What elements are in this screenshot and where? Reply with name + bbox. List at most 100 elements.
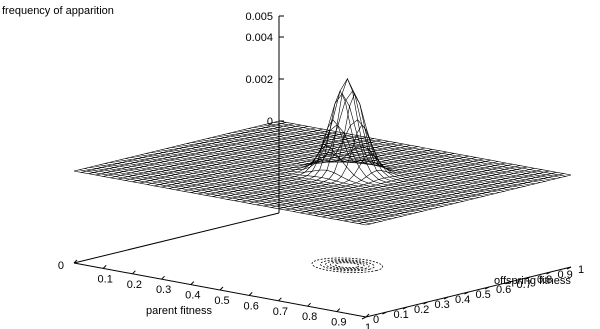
- x-axis-title: parent fitness: [146, 305, 213, 317]
- mesh-line-y: [176, 124, 469, 201]
- mesh-line-y: [191, 90, 484, 197]
- y-tick-label: 0.5: [476, 289, 491, 301]
- x-tick-mark: [102, 265, 107, 269]
- surface-mesh: [73, 77, 572, 226]
- z-tick-label: 0: [267, 116, 273, 128]
- x-tick-label: 0: [58, 260, 64, 272]
- mesh-line-y: [150, 152, 443, 207]
- y-tick-mark: [402, 306, 408, 310]
- x-tick-mark: [365, 313, 370, 318]
- mesh-line-y: [196, 119, 490, 196]
- mesh-line-y: [171, 147, 464, 202]
- x-tick-label: 0.8: [302, 311, 317, 323]
- x-tick-label: 0.6: [244, 300, 259, 312]
- y-tick-label: 0.2: [414, 304, 429, 316]
- y-tick-label: 0.9: [558, 269, 573, 281]
- x-tick-mark: [73, 259, 78, 264]
- contour-line: [319, 259, 375, 272]
- mesh-line-y: [258, 125, 551, 181]
- mesh-line-y: [135, 155, 428, 211]
- mesh-line-y: [130, 157, 423, 212]
- x-tick-mark: [278, 297, 282, 302]
- mesh-line-y: [278, 120, 572, 176]
- x-tick-mark: [161, 275, 165, 280]
- base-frame: [73, 212, 572, 318]
- mesh-line-y: [89, 167, 382, 222]
- mesh-line-y: [237, 130, 531, 186]
- y-tick-mark: [505, 281, 510, 285]
- x-tick-label: 0.1: [98, 273, 113, 285]
- mesh-line-y: [181, 92, 474, 200]
- y-axis-title: offspring fitness: [494, 275, 571, 287]
- y-tick-mark: [566, 266, 572, 270]
- y-tick-mark: [525, 276, 531, 280]
- y-tick-mark: [382, 311, 387, 315]
- y-tick-label: 0.4: [455, 294, 470, 306]
- mesh-line-y: [227, 133, 520, 188]
- mesh-line-y: [99, 164, 392, 220]
- y-tick-mark: [464, 291, 469, 295]
- mesh-line-y: [79, 169, 372, 225]
- mesh-line-y: [109, 162, 402, 217]
- mesh-line-y: [94, 165, 387, 221]
- mesh-line-y: [273, 122, 566, 177]
- mesh-line-y: [253, 127, 546, 182]
- mesh-line-y: [248, 128, 541, 183]
- z-tick-label: 0.004: [245, 32, 273, 44]
- mesh-line-y: [161, 149, 454, 205]
- mesh-line-y: [73, 170, 367, 226]
- x-tick-mark: [336, 308, 341, 312]
- y-tick-label: 0.3: [435, 299, 450, 311]
- mesh-line-y: [217, 135, 510, 191]
- x-tick-label: 0.5: [214, 295, 229, 307]
- mesh-line-y: [166, 148, 459, 203]
- mesh-line-y: [114, 160, 408, 216]
- mesh-line-y: [202, 139, 495, 195]
- z-tick-label: 0.002: [245, 74, 273, 86]
- contour-line: [330, 261, 365, 270]
- x-tick-label: 0.9: [331, 317, 346, 329]
- mesh-line-y: [120, 159, 413, 215]
- mesh-line-y: [145, 153, 438, 208]
- y-axis-ticks: 0 0.1 0.2 0.3 0.4 0.5 0.6 0.7 0.8 0.9 1: [361, 264, 584, 326]
- mesh-line-y: [222, 134, 515, 190]
- y-tick-mark: [361, 316, 367, 320]
- mesh-line-y: [140, 154, 433, 210]
- x-tick-mark: [248, 292, 253, 296]
- mesh-line-y: [243, 129, 536, 185]
- contour-line: [325, 260, 370, 271]
- y-tick-mark: [443, 296, 449, 300]
- y-tick-mark: [546, 271, 551, 275]
- contour-line: [334, 262, 360, 269]
- x-tick-mark: [132, 270, 136, 275]
- mesh-line-y: [84, 168, 377, 223]
- y-tick-label: 0.1: [394, 309, 409, 321]
- mesh-line-y: [232, 132, 525, 187]
- x-tick-label: 1: [365, 322, 371, 329]
- x-tick-label: 0.2: [127, 279, 142, 291]
- x-tick-label: 0.3: [156, 284, 171, 296]
- x-tick-mark: [219, 286, 224, 291]
- y-tick-label: 0.6: [496, 284, 511, 296]
- y-tick-mark: [484, 286, 490, 290]
- z-axis-title: frequency of apparition: [2, 5, 114, 17]
- z-axis-ticks: 0 0.002 0.004 0.005: [245, 11, 284, 128]
- mesh-line-y: [155, 150, 449, 206]
- x-tick-label: 0.7: [273, 306, 288, 318]
- mesh-line-y: [263, 124, 556, 180]
- y-tick-mark: [423, 301, 428, 305]
- mesh-line-y: [125, 158, 418, 213]
- y-tick-label: 0.8: [537, 274, 552, 286]
- z-tick-label: 0.005: [245, 11, 273, 23]
- x-tick-mark: [307, 302, 311, 307]
- y-tick-label: 0.7: [517, 279, 532, 291]
- plot-frame: [73, 16, 572, 318]
- x-tick-label: 0.4: [185, 290, 200, 302]
- mesh-line-y: [268, 123, 561, 178]
- x-axis-ticks: 0 0.1 0.2 0.3 0.4 0.5 0.6 0.7 0.8 0.9 1: [58, 259, 371, 329]
- y-tick-label: 0: [373, 314, 379, 326]
- y-tick-label: 1: [578, 264, 584, 276]
- mesh-line-y: [104, 163, 397, 218]
- mesh-line-y: [212, 137, 505, 192]
